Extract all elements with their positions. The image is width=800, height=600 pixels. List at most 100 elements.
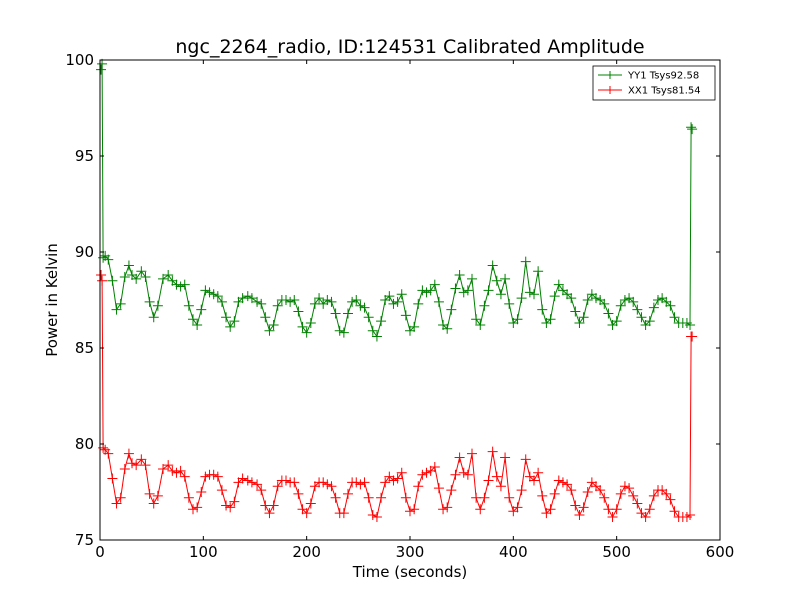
- data-point: [433, 483, 444, 494]
- data-point: [330, 492, 341, 503]
- data-point: [524, 471, 535, 482]
- data-point: [167, 275, 178, 286]
- data-point: [566, 485, 577, 496]
- data-point: [229, 316, 240, 327]
- data-point: [192, 502, 203, 513]
- data-point: [611, 316, 622, 327]
- data-point: [252, 479, 263, 490]
- data-point: [127, 270, 138, 281]
- data-point: [179, 471, 190, 482]
- data-point: [438, 319, 449, 330]
- data-point: [175, 281, 186, 292]
- data-point: [487, 260, 498, 271]
- data-point: [396, 467, 407, 478]
- data-point: [462, 469, 473, 480]
- data-point: [562, 289, 573, 300]
- data-point: [644, 316, 655, 327]
- data-point: [192, 319, 203, 330]
- data-point: [586, 477, 597, 488]
- data-point: [260, 312, 271, 323]
- data-point: [529, 475, 539, 486]
- data-point: [475, 319, 486, 330]
- data-point: [111, 304, 122, 315]
- data-point: [293, 488, 304, 499]
- data-point: [256, 298, 267, 309]
- data-point: [657, 485, 668, 496]
- data-point: [242, 475, 253, 486]
- data-point: [392, 296, 403, 307]
- data-point: [246, 293, 257, 304]
- data-point: [591, 481, 601, 492]
- data-point: [479, 300, 490, 311]
- data-point: [216, 296, 227, 307]
- data-point: [388, 475, 399, 486]
- data-point: [127, 458, 138, 469]
- data-point: [628, 296, 639, 307]
- data-point: [322, 479, 333, 490]
- x-tick-label: 400: [499, 543, 528, 561]
- y-tick-label: 85: [75, 339, 94, 357]
- data-point: [107, 473, 118, 484]
- data-point: [458, 467, 469, 478]
- data-point: [237, 473, 248, 484]
- data-point: [96, 270, 107, 281]
- data-point: [140, 271, 151, 282]
- y-tick-label: 100: [65, 51, 94, 69]
- series-layer: [96, 58, 698, 522]
- series-1: [96, 270, 698, 522]
- data-point: [687, 331, 698, 342]
- data-point: [376, 316, 387, 327]
- data-point: [131, 460, 142, 471]
- data-point: [152, 490, 163, 501]
- x-axis-label: Time (seconds): [352, 563, 468, 581]
- data-point: [685, 319, 696, 330]
- data-point: [326, 296, 337, 307]
- data-point: [343, 488, 353, 499]
- data-point: [400, 310, 411, 321]
- data-point: [268, 319, 279, 330]
- data-point: [624, 483, 635, 494]
- data-point: [131, 273, 142, 284]
- data-point: [405, 325, 415, 336]
- data-point: [103, 448, 114, 459]
- data-point: [603, 308, 614, 319]
- data-point: [293, 306, 304, 317]
- data-point: [367, 325, 378, 336]
- data-point: [545, 504, 556, 515]
- data-point: [409, 321, 420, 332]
- data-point: [301, 327, 312, 338]
- y-tick-label: 90: [75, 243, 94, 261]
- data-point: [338, 327, 349, 338]
- data-point: [355, 479, 366, 490]
- data-point: [115, 492, 126, 503]
- tick-layer: 0 100 200 300 400 500 600 75 80 85 90 95 100: [65, 51, 734, 561]
- data-point: [371, 511, 382, 522]
- data-point: [450, 469, 461, 480]
- data-point: [533, 266, 544, 277]
- data-point: [152, 300, 163, 311]
- data-point: [158, 463, 169, 474]
- data-point: [144, 296, 155, 307]
- data-point: [562, 479, 573, 490]
- data-point: [289, 295, 300, 305]
- data-point: [512, 314, 523, 325]
- data-point: [557, 477, 568, 488]
- data-point: [458, 287, 469, 298]
- data-point: [586, 289, 597, 300]
- data-point: [516, 293, 527, 304]
- data-point: [479, 492, 490, 503]
- data-point: [462, 285, 473, 296]
- data-point: [640, 511, 651, 522]
- data-point: [256, 485, 267, 496]
- data-point: [661, 488, 672, 499]
- data-point: [429, 462, 440, 473]
- data-point: [183, 492, 194, 503]
- data-point: [438, 504, 449, 515]
- data-point: [483, 285, 494, 296]
- data-point: [500, 273, 511, 284]
- data-point: [516, 485, 527, 496]
- data-point: [669, 506, 680, 517]
- x-tick-label: 100: [189, 543, 218, 561]
- data-point: [115, 298, 126, 309]
- data-point: [429, 279, 440, 290]
